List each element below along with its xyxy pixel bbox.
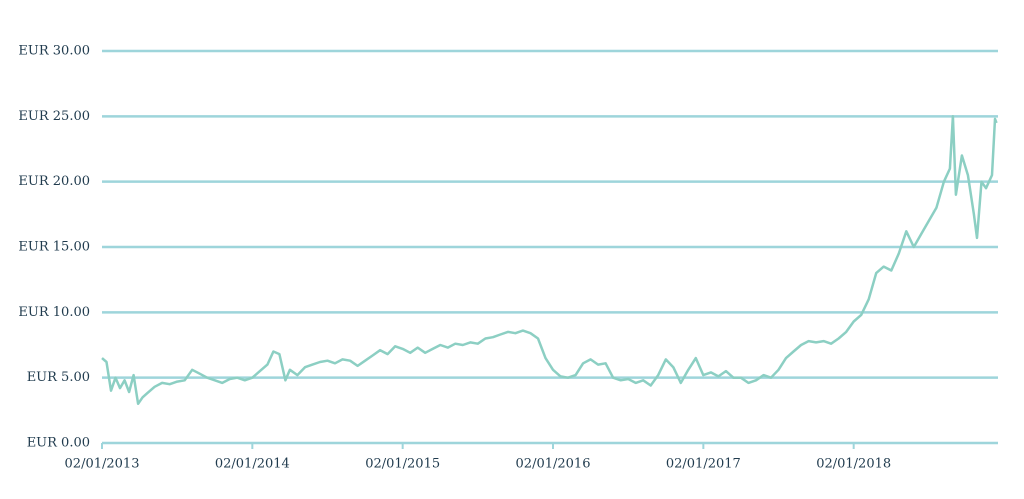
price-line bbox=[101, 115, 998, 406]
x-tick-label: 02/01/2016 bbox=[516, 457, 591, 472]
x-tick-label: 02/01/2018 bbox=[816, 457, 891, 472]
y-tick-label: EUR 5.00 bbox=[27, 370, 90, 385]
x-tick-label: 02/01/2017 bbox=[666, 457, 741, 472]
y-tick-label: EUR 0.00 bbox=[27, 436, 90, 451]
x-tick-label: 02/01/2013 bbox=[65, 457, 140, 472]
y-tick-label: EUR 30.00 bbox=[18, 44, 90, 59]
y-tick-label: EUR 25.00 bbox=[18, 109, 90, 124]
y-tick-label: EUR 15.00 bbox=[18, 240, 90, 255]
x-tick-label: 02/01/2015 bbox=[365, 457, 440, 472]
y-tick-label: EUR 10.00 bbox=[18, 305, 90, 320]
x-tick-label: 02/01/2014 bbox=[215, 457, 290, 472]
y-tick-label: EUR 20.00 bbox=[18, 174, 90, 189]
